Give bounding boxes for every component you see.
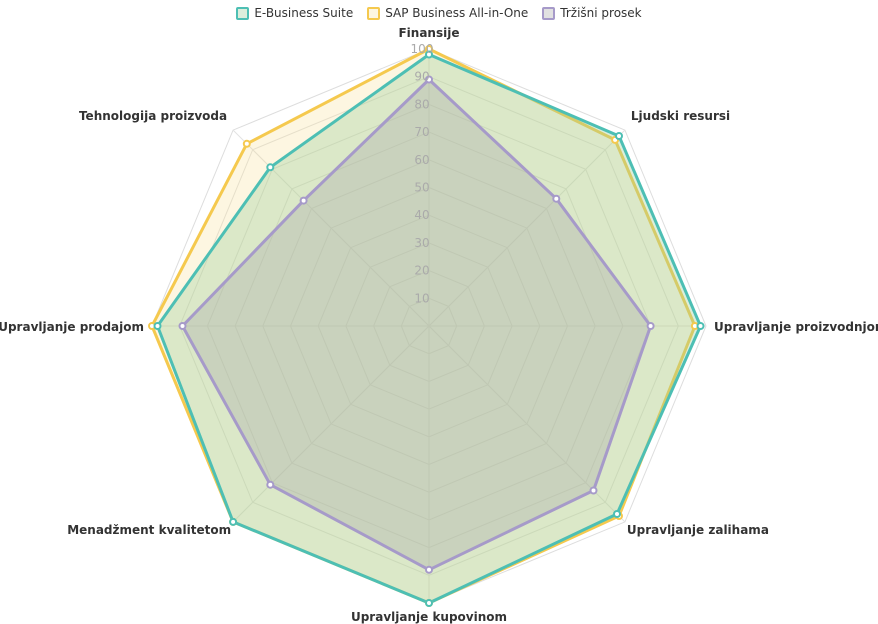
series-point [552,194,561,203]
legend-label: Tržišni prosek [560,6,642,20]
grid-spoke [232,325,430,523]
legend-swatch-sap-business [367,6,381,20]
series-point [153,322,162,330]
legend-item-trzisni-prosek[interactable]: Tržišni prosek [542,6,642,20]
radar-grid [151,48,707,604]
tick-label: 10 [414,291,429,305]
series-point [425,50,433,59]
series-point [613,510,621,518]
tick-label: 50 [414,181,429,195]
series-point [425,599,433,607]
series-point [425,565,433,574]
legend: E-Business Suite SAP Business All-in-One… [0,6,878,20]
series-point [178,322,187,330]
tick-label: 40 [414,208,429,222]
category-label: Upravljanje proizvodnjom [714,320,878,334]
tick-label: 70 [414,125,429,139]
legend-item-sap-business[interactable]: SAP Business All-in-One [367,6,528,20]
grid-spoke [428,129,626,327]
series-point [589,486,598,495]
series-point [615,132,623,140]
category-label: Upravljanje zalihama [627,523,769,537]
tick-label: 100 [411,42,434,56]
legend-label: E-Business Suite [254,6,354,20]
series-point [696,322,705,330]
tick-label: 20 [414,264,429,278]
category-label: Finansije [398,26,459,40]
series-point [299,196,308,205]
series-point [425,75,433,84]
legend-swatch-trzisni-prosek [542,6,556,20]
tick-label: 80 [414,97,429,111]
category-label: Ljudski resursi [631,109,730,123]
category-label: Upravljanje prodajom [0,320,144,334]
category-label: Menadžment kvalitetom [67,523,231,537]
grid-spoke [232,129,430,327]
tick-label: 60 [414,153,429,167]
tick-label: 90 [414,70,429,84]
legend-swatch-e-business-suite [236,6,250,20]
legend-item-e-business-suite[interactable]: E-Business Suite [236,6,353,20]
tick-label: 30 [414,236,429,250]
category-label: Upravljanje kupovinom [351,610,507,624]
series-point [242,139,251,148]
series-point [646,322,655,330]
series-point [266,480,275,489]
legend-label: SAP Business All-in-One [385,6,529,20]
series-point [229,517,238,526]
series-point [266,163,275,172]
category-label: Tehnologija proizvoda [79,109,227,123]
